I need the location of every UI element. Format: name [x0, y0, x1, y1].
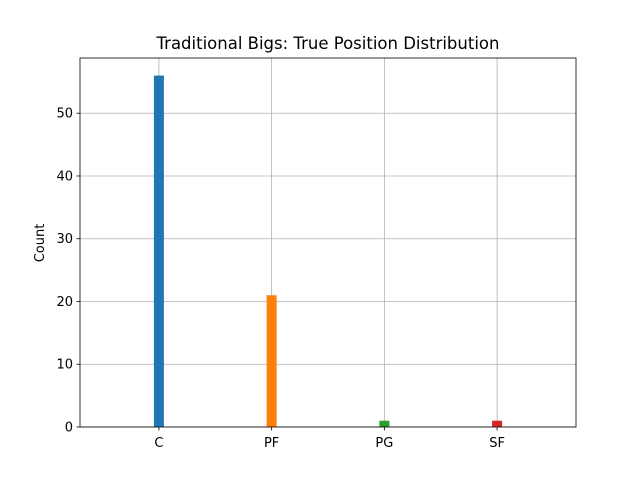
axes-frame	[79, 57, 577, 428]
y-tick-label: 10	[56, 358, 73, 373]
bar-sf	[492, 420, 503, 427]
y-tick-label: 50	[56, 107, 73, 122]
y-tick-label: 30	[56, 232, 73, 247]
x-tick-label: PG	[375, 436, 393, 451]
x-tick-label: PF	[264, 436, 279, 451]
bar-c	[153, 75, 164, 428]
y-tick-label: 40	[56, 169, 73, 184]
y-tick-label: 20	[56, 295, 73, 310]
bar-pg	[379, 420, 390, 427]
bar-pf	[266, 295, 277, 427]
y-tick-label: 0	[65, 421, 73, 436]
chart-title: Traditional Bigs: True Position Distribu…	[156, 34, 500, 53]
x-tick-label: SF	[489, 436, 505, 451]
x-tick-label: C	[154, 436, 163, 451]
plot-area: 0 10 20 30 40 50 C PF PG SF	[56, 57, 577, 451]
y-axis-label: Count	[33, 224, 48, 263]
